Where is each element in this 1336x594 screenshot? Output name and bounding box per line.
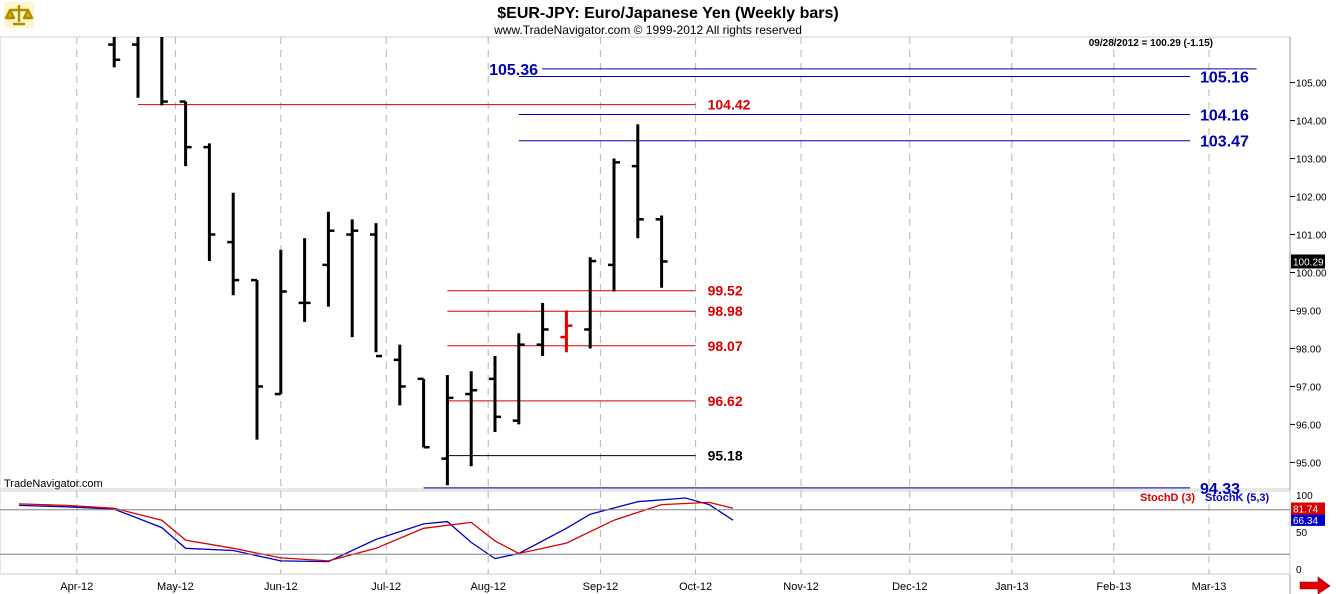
- y-tick-label: 102.00: [1296, 193, 1327, 204]
- stoch-series-0: [18, 497, 734, 563]
- x-tick-label: Jan-13: [995, 581, 1029, 593]
- y-tick-label: 99.00: [1296, 306, 1321, 317]
- ohlc-bar-16: [465, 371, 478, 467]
- x-tick-label: Dec-12: [892, 581, 927, 593]
- x-tick-label: Feb-13: [1096, 581, 1131, 593]
- level-label-8: 96.62: [708, 393, 743, 409]
- ohlc-bar-8: [274, 249, 287, 396]
- scroll-right-arrow-icon[interactable]: [1299, 576, 1331, 594]
- x-tick-label: Nov-12: [783, 581, 818, 593]
- stoch-series-1: [18, 501, 734, 562]
- level-label-0: 105.36: [489, 62, 538, 79]
- x-tick-label: Apr-12: [60, 581, 93, 593]
- ohlc-bar-10: [322, 211, 335, 307]
- watermark-text: TradeNavigator.com: [4, 478, 103, 490]
- stochastic-lines: [18, 497, 734, 563]
- level-label-6: 98.98: [708, 303, 743, 319]
- y-tick-label: 96.00: [1296, 420, 1321, 431]
- ohlc-bar-14: [417, 377, 430, 449]
- x-tick-label: Aug-12: [470, 581, 505, 593]
- ohlc-bar-11: [346, 219, 359, 338]
- y-tick-label: 95.00: [1296, 458, 1321, 469]
- x-tick-label: Sep-12: [583, 581, 618, 593]
- level-label-4: 103.47: [1200, 134, 1249, 151]
- ohlc-bar-15: [441, 375, 454, 486]
- level-label-9: 95.18: [708, 448, 743, 464]
- ohlc-bar-23: [631, 124, 644, 239]
- ohlc-bar-24: [655, 215, 668, 288]
- stoch-y-label: 100: [1296, 491, 1313, 502]
- stoch-last-tag-0: [1291, 513, 1325, 526]
- legend-stochd: StochD (3): [1140, 492, 1195, 504]
- stoch-last-label-0: 66.34: [1293, 516, 1318, 527]
- ohlc-bar-17: [489, 356, 501, 433]
- price-readout: 09/28/2012 = 100.29 (-1.15): [1089, 38, 1213, 49]
- y-tick-label: 104.00: [1296, 117, 1327, 128]
- stoch-y-label: 50: [1296, 528, 1308, 539]
- y-tick-label: 103.00: [1296, 155, 1327, 166]
- ohlc-bar-19: [536, 302, 549, 357]
- ohlc-bar-2: [132, 37, 140, 98]
- legend-stochk: StochK (5,3): [1205, 492, 1270, 504]
- stoch-last-label-1: 81.74: [1293, 505, 1318, 516]
- ohlc-bar-12: [370, 223, 382, 358]
- ohlc-bar-20: [560, 310, 573, 353]
- ohlc-bar-21: [584, 257, 597, 349]
- chart-title: $EUR-JPY: Euro/Japanese Yen (Weekly bars…: [497, 5, 838, 22]
- ohlc-bar-4: [179, 100, 192, 167]
- ohlc-bar-3: [160, 37, 168, 106]
- level-label-1: 105.16: [1200, 70, 1249, 87]
- stoch-last-tag-1: [1291, 502, 1325, 515]
- x-tick-label: Mar-13: [1192, 581, 1227, 593]
- level-label-5: 99.52: [708, 283, 743, 299]
- level-label-10: 94.33: [1200, 481, 1240, 498]
- x-tick-label: May-12: [157, 581, 194, 593]
- x-tick-label: Oct-12: [679, 581, 712, 593]
- date-axis: Apr-12 May-12 Jun-12 Jul-12 Aug-12 Sep-12 Oct-…: [60, 581, 1226, 593]
- logo-icon: [4, 2, 34, 28]
- ohlc-bar-5: [203, 143, 216, 262]
- x-tick-label: Jul-12: [371, 581, 401, 593]
- x-tick-label: Jun-12: [264, 581, 298, 593]
- last-price-label: 100.29: [1293, 257, 1324, 268]
- level-label-3: 104.16: [1200, 107, 1249, 124]
- ohlc-bar-6: [227, 192, 240, 296]
- last-price-tag: [1291, 254, 1325, 269]
- level-label-2: 104.42: [708, 97, 751, 113]
- support-resistance-lines: 105.36 105.16 104.42 104.16 103.47 99.52 98.98…: [138, 62, 1257, 498]
- ohlc-bar-18: [512, 333, 525, 425]
- y-tick-label: 105.00: [1296, 79, 1327, 90]
- y-tick-label: 100.00: [1296, 268, 1327, 279]
- ohlc-bar-1: [108, 37, 121, 68]
- level-label-7: 98.07: [708, 338, 743, 354]
- price-axis: 95.00 96.00 97.00 98.00 99.00 100.00 101.00 102…: [1290, 79, 1327, 469]
- stochastic-panel: [0, 490, 1291, 575]
- copyright-text: www.TradeNavigator.com © 1999-2012 All r…: [493, 23, 802, 37]
- ohlc-bar-7: [251, 278, 263, 440]
- gridlines: [76, 37, 1210, 574]
- y-tick-label: 98.00: [1296, 344, 1321, 355]
- ohlc-bar-22: [608, 158, 620, 292]
- ohlc-bar-9: [298, 238, 311, 322]
- y-tick-label: 97.00: [1296, 382, 1321, 393]
- price-bars: [108, 37, 668, 486]
- stoch-y-label: 0: [1296, 565, 1302, 576]
- y-tick-label: 101.00: [1296, 231, 1327, 242]
- ohlc-bar-13: [393, 344, 406, 406]
